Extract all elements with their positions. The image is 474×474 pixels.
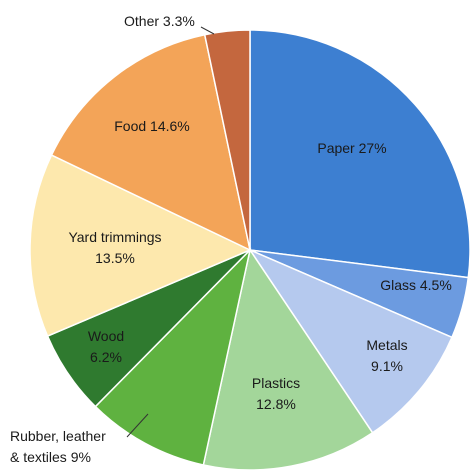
slice-label-line: 12.8% [256, 396, 296, 412]
pie-slice-plastics-12-8 [202, 248, 374, 471]
leader-line [200, 26, 215, 35]
slice-label-line: Yard trimmings [68, 229, 161, 245]
pie-slice-other-3-3 [203, 29, 251, 251]
pie-slices [29, 29, 471, 471]
pie-slice-yard-trimmings-13-5 [29, 154, 252, 338]
slice-label: Metals 9.1% [366, 337, 407, 374]
slice-label-line: Rubber, leather [10, 428, 106, 444]
slice-label-line: Food 14.6% [114, 118, 190, 134]
pie-slice-metals-9-1 [247, 248, 453, 434]
slice-label-line: 13.5% [95, 250, 135, 266]
slice-label-line: Metals [366, 337, 407, 353]
slice-label: Glass 4.5% [380, 277, 452, 293]
slice-label-line: 6.2% [90, 349, 122, 365]
pie-slice-rubber-leather-textiles-9 [94, 247, 252, 466]
leader-line [126, 413, 149, 438]
slice-label: Rubber, leather & textiles 9% [10, 428, 106, 465]
slice-label: Yard trimmings 13.5% [68, 229, 161, 266]
slice-label-line: Paper 27% [317, 140, 386, 156]
pie-slice-paper-27 [249, 29, 471, 279]
slice-label-line: 9.1% [371, 358, 403, 374]
slice-label-line: Plastics [252, 375, 300, 391]
leader-lines [126, 26, 215, 438]
slice-label-line: & textiles 9% [10, 449, 91, 465]
pie-slice-food-14-6 [50, 33, 252, 252]
slice-labels: Paper 27% Glass 4.5% Metals 9.1% Plastics 12.… [10, 13, 452, 465]
slice-label: Paper 27% [317, 140, 386, 156]
slice-label: Other 3.3% [124, 13, 195, 29]
slice-label-line: Wood [88, 328, 124, 344]
slice-label: Food 14.6% [114, 118, 190, 134]
slice-label-line: Other 3.3% [124, 13, 195, 29]
slice-label-line: Glass 4.5% [380, 277, 452, 293]
slice-label: Plastics 12.8% [252, 375, 300, 412]
slice-label: Wood 6.2% [88, 328, 124, 365]
